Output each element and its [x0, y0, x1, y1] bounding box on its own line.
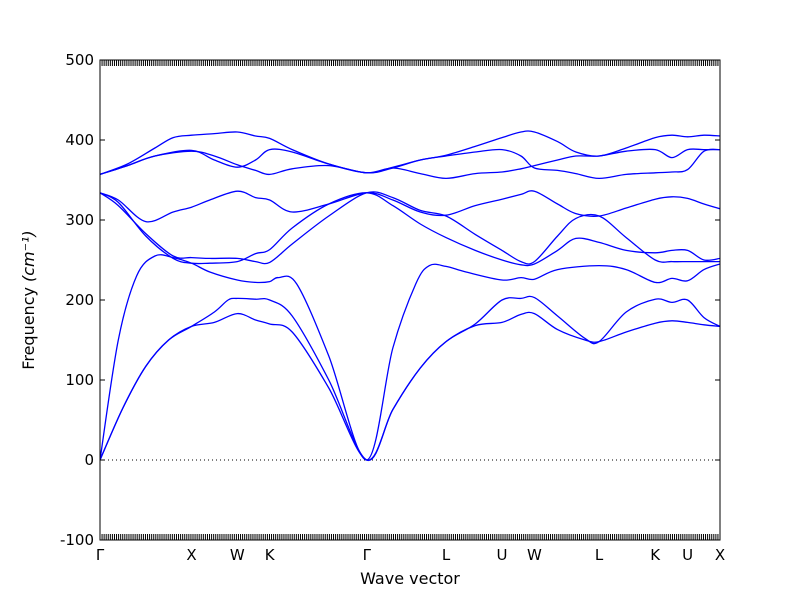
kpoint-label: L [442, 546, 451, 564]
kpoint-label: K [650, 546, 661, 564]
kpoint-label: L [595, 546, 604, 564]
band-line-1 [100, 311, 720, 461]
y-axis-label: Frequency (cm⁻¹) [19, 230, 38, 369]
kpoint-label: U [497, 546, 508, 564]
kpoint-label: W [230, 546, 245, 564]
kpoint-label: Γ [363, 546, 372, 564]
kpoint-label: Γ [96, 546, 105, 564]
y-tick-label: 500 [65, 51, 94, 69]
x-axis-label: Wave vector [360, 569, 460, 588]
band-line-5 [100, 190, 720, 223]
y-tick-label: 200 [65, 291, 94, 309]
y-axis-label-text: Frequency [19, 287, 38, 370]
plot-frame [99, 59, 721, 541]
kpoint-label: W [527, 546, 542, 564]
phonon-bands [100, 130, 720, 461]
band-line-2 [100, 295, 720, 461]
y-tick-label: 400 [65, 131, 94, 149]
y-tick-label: 0 [84, 451, 94, 469]
kpoint-label: K [265, 546, 276, 564]
band-line-9 [100, 130, 720, 176]
y-tick-label: -100 [60, 531, 94, 549]
band-line-6 [100, 191, 720, 265]
band-line-4 [100, 192, 720, 267]
band-line-7 [100, 148, 720, 180]
kpoint-label: X [715, 546, 725, 564]
kpoint-label: U [682, 546, 693, 564]
y-tick-label: 100 [65, 371, 94, 389]
y-tick-label: 300 [65, 211, 94, 229]
kpoint-label: X [186, 546, 196, 564]
y-axis-label-unit: (cm⁻¹) [19, 230, 38, 282]
y-axis-ticks: -100 0 100 200 300 400 500 [60, 51, 720, 549]
band-line-8 [100, 148, 720, 180]
band-line-3 [100, 254, 720, 461]
